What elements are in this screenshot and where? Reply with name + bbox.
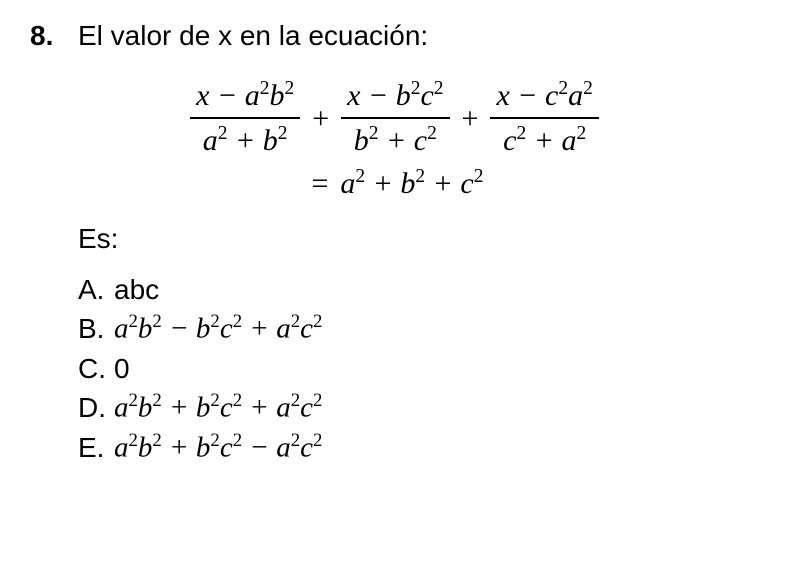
- option-text: a2b2 − b2c2 + a2c2: [114, 310, 322, 348]
- plus-2: +: [456, 99, 485, 138]
- option-label: E.: [78, 430, 114, 466]
- option-label: B.: [78, 311, 114, 347]
- equation-term-3: x − c2a2 c2 + a2: [490, 76, 598, 160]
- option-label: C.: [78, 351, 114, 387]
- option-e: E. a2b2 + b2c2 − a2c2: [78, 429, 759, 467]
- equation-term-2: x − b2c2 b2 + c2: [341, 76, 449, 160]
- option-label: D.: [78, 390, 114, 426]
- option-text: 0: [114, 351, 130, 387]
- equation-lhs-row: x − a2b2 a2 + b2 + x − b2c2 b2 + c2 + x …: [30, 76, 759, 160]
- option-b: B. a2b2 − b2c2 + a2c2: [78, 310, 759, 348]
- es-label: Es:: [78, 221, 759, 257]
- equation-rhs-row: = a2 + b2 + c2: [30, 164, 759, 203]
- question-number: 8.: [30, 18, 78, 54]
- question-prompt: El valor de x en la ecuación:: [78, 18, 759, 54]
- equation: x − a2b2 a2 + b2 + x − b2c2 b2 + c2 + x …: [30, 76, 759, 203]
- option-text: a2b2 + b2c2 + a2c2: [114, 389, 322, 427]
- equation-rhs: a2 + b2 + c2: [340, 164, 483, 203]
- option-text: abc: [114, 272, 159, 308]
- equals-sign: =: [306, 164, 335, 203]
- options-list: A. abc B. a2b2 − b2c2 + a2c2 C. 0 D. a2b…: [78, 272, 759, 468]
- option-a: A. abc: [78, 272, 759, 308]
- equation-term-1: x − a2b2 a2 + b2: [190, 76, 300, 160]
- option-c: C. 0: [78, 351, 759, 387]
- option-text: a2b2 + b2c2 − a2c2: [114, 429, 322, 467]
- plus-1: +: [306, 99, 335, 138]
- option-d: D. a2b2 + b2c2 + a2c2: [78, 389, 759, 427]
- option-label: A.: [78, 272, 114, 308]
